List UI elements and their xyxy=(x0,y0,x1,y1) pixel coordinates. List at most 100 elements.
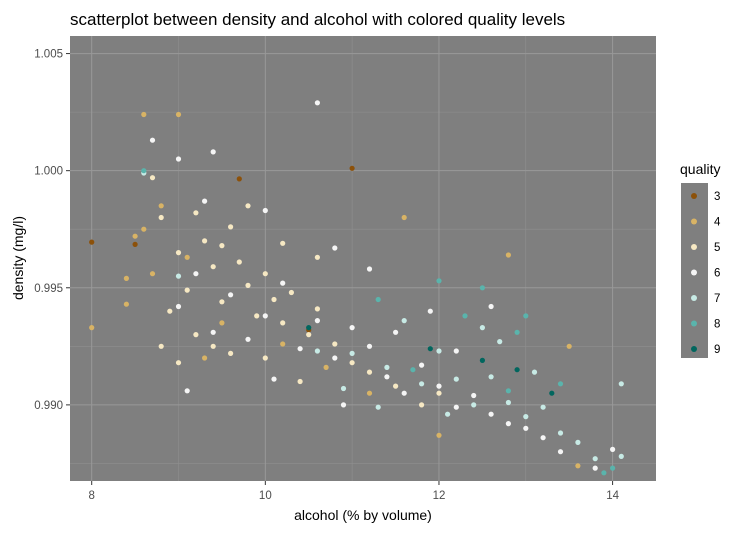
point-q6-36 xyxy=(453,348,459,354)
point-q5-18 xyxy=(332,341,338,347)
point-q6-19 xyxy=(505,421,511,427)
legend-title: quality xyxy=(680,161,720,177)
point-q5-32 xyxy=(219,243,225,249)
point-q6-4 xyxy=(245,336,251,342)
legend-label-7: 7 xyxy=(714,293,720,305)
y-tick-label-3: 1.005 xyxy=(34,49,63,61)
point-q7-11 xyxy=(557,430,564,436)
point-q4-18 xyxy=(366,390,373,396)
point-q7-17 xyxy=(340,385,347,392)
point-q6-1 xyxy=(193,271,199,277)
y-axis-ticks: 0.990 0.995 1.000 1.005 xyxy=(34,49,70,412)
point-q3-0 xyxy=(89,239,95,245)
point-q4-11 xyxy=(323,364,329,370)
y-tick-label-2: 1.000 xyxy=(34,166,63,178)
point-q6-0 xyxy=(175,303,182,310)
point-q3-2 xyxy=(236,176,242,182)
x-tick-label-0: 8 xyxy=(89,490,95,502)
point-q7-16 xyxy=(401,318,407,324)
point-q7-24 xyxy=(375,404,381,410)
point-q6-9 xyxy=(332,355,338,361)
point-q6-25 xyxy=(314,100,320,106)
point-q6-14 xyxy=(419,362,425,368)
point-q6-23 xyxy=(592,465,598,471)
point-q6-16 xyxy=(453,404,459,410)
point-q7-6 xyxy=(471,402,477,408)
point-q4-6 xyxy=(141,226,147,232)
point-q6-15 xyxy=(436,383,442,389)
x-axis-ticks: 8 10 12 14 xyxy=(89,481,620,502)
point-q5-16 xyxy=(306,332,312,338)
point-q7-1 xyxy=(349,350,355,356)
point-q5-34 xyxy=(419,402,425,408)
point-q6-39 xyxy=(427,308,433,314)
point-q9-4 xyxy=(549,390,555,396)
point-q5-11 xyxy=(254,313,260,319)
point-q5-14 xyxy=(280,320,286,326)
legend-label-5: 5 xyxy=(714,242,720,254)
point-q4-5 xyxy=(158,203,164,209)
point-q7-7 xyxy=(488,374,494,380)
point-q7-8 xyxy=(505,399,511,406)
point-q6-34 xyxy=(271,376,277,382)
point-q7-4 xyxy=(436,348,442,354)
point-q4-4 xyxy=(141,111,147,118)
legend-label-9: 9 xyxy=(714,344,720,356)
point-q6-30 xyxy=(332,245,338,251)
point-q6-18 xyxy=(488,411,494,417)
point-q6-13 xyxy=(401,390,407,396)
point-q6-11 xyxy=(366,343,373,349)
point-q6-33 xyxy=(184,388,190,394)
point-q5-2 xyxy=(175,250,182,256)
legend-key-8 xyxy=(691,320,697,327)
point-q3-3 xyxy=(349,165,355,171)
point-q7-5 xyxy=(453,376,459,382)
legend-key-3 xyxy=(691,193,697,199)
point-q7-13 xyxy=(592,456,598,462)
point-q6-12 xyxy=(384,374,390,380)
point-q7-2 xyxy=(384,364,390,370)
point-q4-19 xyxy=(436,432,442,438)
point-q4-2 xyxy=(123,301,129,307)
point-q9-3 xyxy=(427,346,433,352)
point-q5-6 xyxy=(210,264,216,270)
point-q5-26 xyxy=(228,350,234,356)
x-tick-label-1: 10 xyxy=(259,490,272,502)
point-q6-28 xyxy=(210,149,216,155)
point-q9-1 xyxy=(514,367,520,373)
point-q7-18 xyxy=(445,411,451,417)
point-q5-33 xyxy=(314,254,320,260)
point-q8-7 xyxy=(505,388,511,394)
point-q8-1 xyxy=(436,278,442,284)
point-q6-10 xyxy=(349,325,355,331)
legend-key-9 xyxy=(691,346,697,352)
legend-label-3: 3 xyxy=(714,191,720,203)
point-q4-7 xyxy=(175,111,182,118)
y-axis-title: density (mg/l) xyxy=(10,216,26,300)
point-q6-7 xyxy=(297,346,303,352)
point-q5-8 xyxy=(228,224,234,230)
point-q7-0 xyxy=(314,348,320,354)
data-points xyxy=(89,100,624,476)
point-q5-4 xyxy=(193,210,199,216)
legend: quality 3 4 5 6 7 8 9 xyxy=(680,161,721,358)
y-tick-label-1: 0.995 xyxy=(34,283,63,295)
point-q6-29 xyxy=(262,207,268,214)
point-q8-11 xyxy=(610,465,616,471)
point-q7-10 xyxy=(540,404,546,410)
legend-items: 3 4 5 6 7 8 9 xyxy=(691,191,721,356)
point-q7-20 xyxy=(618,453,624,459)
point-q6-26 xyxy=(149,137,156,143)
point-q5-0 xyxy=(149,175,156,181)
point-q8-6 xyxy=(601,470,607,476)
point-q7-12 xyxy=(575,439,581,445)
y-tick-label-0: 0.990 xyxy=(34,400,63,412)
point-q4-14 xyxy=(566,343,572,349)
point-q5-21 xyxy=(393,383,399,389)
x-tick-label-3: 14 xyxy=(606,490,619,502)
point-q5-23 xyxy=(210,343,216,349)
point-q4-0 xyxy=(89,325,95,331)
chart-title: scatterplot between density and alcohol … xyxy=(70,10,565,29)
point-q5-3 xyxy=(184,287,190,293)
